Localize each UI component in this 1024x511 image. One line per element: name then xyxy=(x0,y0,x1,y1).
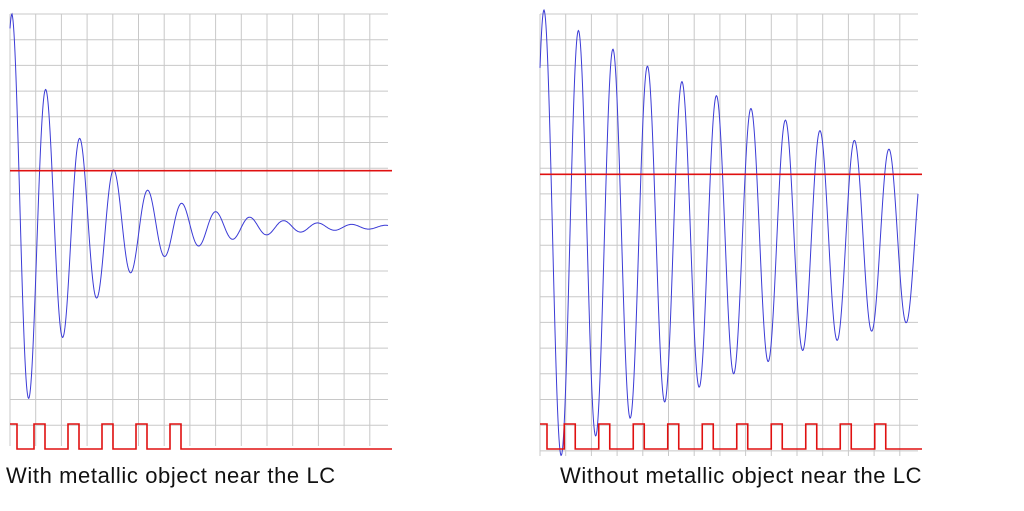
caption-with-metal: With metallic object near the LC xyxy=(6,463,336,488)
grid xyxy=(539,13,918,456)
grid xyxy=(9,13,388,446)
oscillation-waveform xyxy=(9,12,389,400)
panel-with-metal: With metallic object near the LC xyxy=(0,0,400,511)
caption-without-metal: Without metallic object near the LC xyxy=(560,463,923,488)
oscilloscope-plot-without-metal xyxy=(539,8,922,457)
oscilloscope-plot-with-metal xyxy=(9,12,392,450)
panel-without-metal: Without metallic object near the LC xyxy=(530,0,930,511)
comparator-pulse-train xyxy=(10,423,392,450)
comparator-pulse-train xyxy=(540,423,922,450)
oscillation-waveform xyxy=(539,8,919,457)
